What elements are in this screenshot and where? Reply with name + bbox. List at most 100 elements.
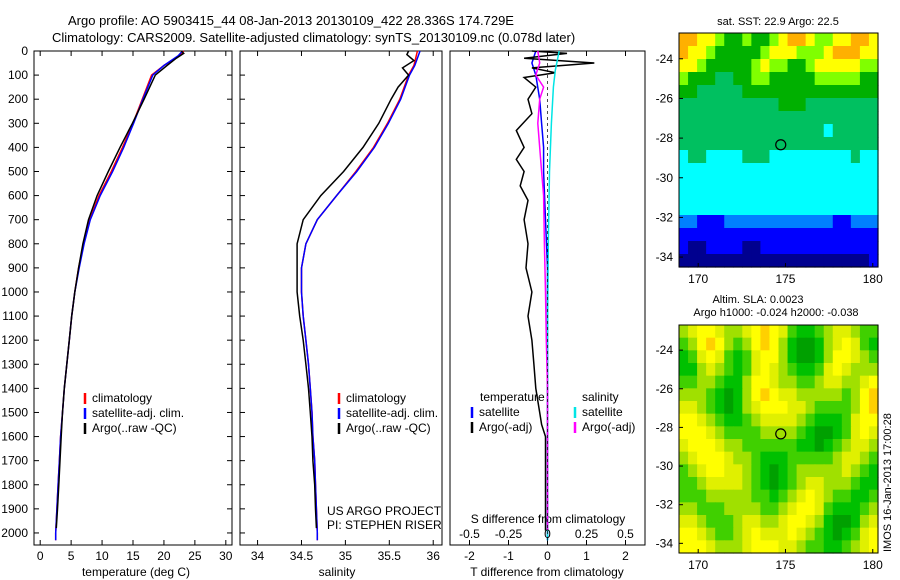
sst-map-cell <box>796 202 807 216</box>
sla-map-cell <box>796 527 807 541</box>
sst-map-cell <box>814 124 825 138</box>
sst-map-cell <box>715 137 725 151</box>
temperature-xtick-label: 15 <box>126 549 140 563</box>
temperature-xtick-label: 30 <box>219 549 233 563</box>
sst-map-cell <box>751 33 762 47</box>
sst-map-cell <box>733 202 743 216</box>
difference-s-tick-label: 0.25 <box>575 527 599 541</box>
sla-map-cell <box>733 540 743 554</box>
sla-map-cell <box>832 363 843 377</box>
sla-map-cell <box>697 337 707 351</box>
sla-map-cell <box>796 363 807 377</box>
sst-map-cell <box>679 85 689 99</box>
sla-map-cell <box>724 464 734 478</box>
sst-map-frame <box>678 32 879 268</box>
sst-map-cell <box>823 228 834 242</box>
sla-map-cell <box>823 477 834 491</box>
sst-map-cell <box>778 137 789 151</box>
sla-map-cell <box>760 439 771 453</box>
sst-map-cell <box>724 215 734 229</box>
sla-map-cell <box>742 350 752 364</box>
sla-map-cell <box>850 375 861 389</box>
sla-map-cell <box>769 489 780 503</box>
sla-map-cell <box>733 413 743 427</box>
sla-map-cell <box>805 350 816 364</box>
sst-map-cell <box>787 189 798 203</box>
sst-map-cell <box>733 72 743 86</box>
sla-map-cell <box>778 325 789 339</box>
sst-map-cell <box>715 215 725 229</box>
sla-map-cell <box>796 350 807 364</box>
sla-map-cell <box>778 502 789 516</box>
sst-map-cell <box>778 163 789 177</box>
sla-map-cell <box>805 426 816 440</box>
temperature-ytick-label: 1400 <box>1 381 28 395</box>
sla-map-cell <box>751 540 762 554</box>
sst-map-cell <box>688 241 698 255</box>
sst-map-cell <box>832 176 843 190</box>
sla-map-cell <box>715 325 725 339</box>
sla-map-cell <box>679 350 689 364</box>
sla-map-cell <box>688 388 698 402</box>
sst-map-cell <box>832 59 843 73</box>
sst-map-cell <box>823 85 834 99</box>
salinity-xtick-label: 34.5 <box>290 549 314 563</box>
sla-map-cell <box>832 325 843 339</box>
sst-map-ytick-label: -28 <box>656 131 674 145</box>
sst-map-cell <box>751 215 762 229</box>
sla-map-cell <box>688 527 698 541</box>
sla-map-cell <box>796 477 807 491</box>
difference-series-satellite <box>546 50 560 541</box>
sla-map-cell <box>742 337 752 351</box>
sla-map-cell <box>769 413 780 427</box>
sla-map-cell <box>724 451 734 465</box>
sla-map-cell <box>859 439 870 453</box>
temperature-ytick-label: 1700 <box>1 454 28 468</box>
sst-map-cell <box>733 46 743 60</box>
sla-map-cell <box>697 388 707 402</box>
sst-map-cell <box>706 215 716 229</box>
sst-map-cell <box>706 111 716 125</box>
sst-map-cell <box>814 33 825 47</box>
sla-map-cell <box>715 375 725 389</box>
sla-map-cell <box>706 413 716 427</box>
sla-map-cell <box>841 325 852 339</box>
sla-map-cell <box>787 489 798 503</box>
sla-map-cell <box>751 388 762 402</box>
sst-map-cell <box>769 215 780 229</box>
sla-map-cell <box>778 489 789 503</box>
salinity-xtick-label: 35 <box>339 549 353 563</box>
sst-map-cell <box>688 137 698 151</box>
sla-map-cell <box>715 388 725 402</box>
sla-map-cell <box>769 527 780 541</box>
sst-map-cell <box>733 189 743 203</box>
sla-map-cell <box>706 477 716 491</box>
sst-map-ytick-label: -34 <box>656 250 674 264</box>
sla-map-cell <box>859 426 870 440</box>
sst-map-cell <box>823 137 834 151</box>
sla-map-panel: Altim. SLA: 0.0023 Argo h1000: -0.024 h2… <box>656 294 883 572</box>
sla-map-cell <box>787 527 798 541</box>
temperature-ytick-label: 500 <box>8 164 28 178</box>
sst-map-cell <box>796 254 807 268</box>
sst-map-cell <box>688 98 698 112</box>
sst-map-cell <box>760 189 771 203</box>
sst-map-cell <box>841 137 852 151</box>
sla-map-ytick-label: -30 <box>656 459 674 473</box>
sst-map-ytick-label: -32 <box>656 210 674 224</box>
sst-map-cell <box>769 98 780 112</box>
sla-map-cell <box>733 451 743 465</box>
sla-map-cell <box>832 502 843 516</box>
sla-map-cell <box>742 375 752 389</box>
sst-map-cell <box>769 189 780 203</box>
sst-map-cell <box>715 46 725 60</box>
sst-map-cell <box>805 163 816 177</box>
sst-map-cell <box>796 72 807 86</box>
sla-map-cell <box>823 426 834 440</box>
sla-map-cell <box>742 515 752 529</box>
sst-map-cell <box>742 33 752 47</box>
sla-map-cell <box>679 375 689 389</box>
sst-map-cell <box>859 189 870 203</box>
sst-map-cell <box>868 59 879 73</box>
sla-map-cell <box>850 325 861 339</box>
